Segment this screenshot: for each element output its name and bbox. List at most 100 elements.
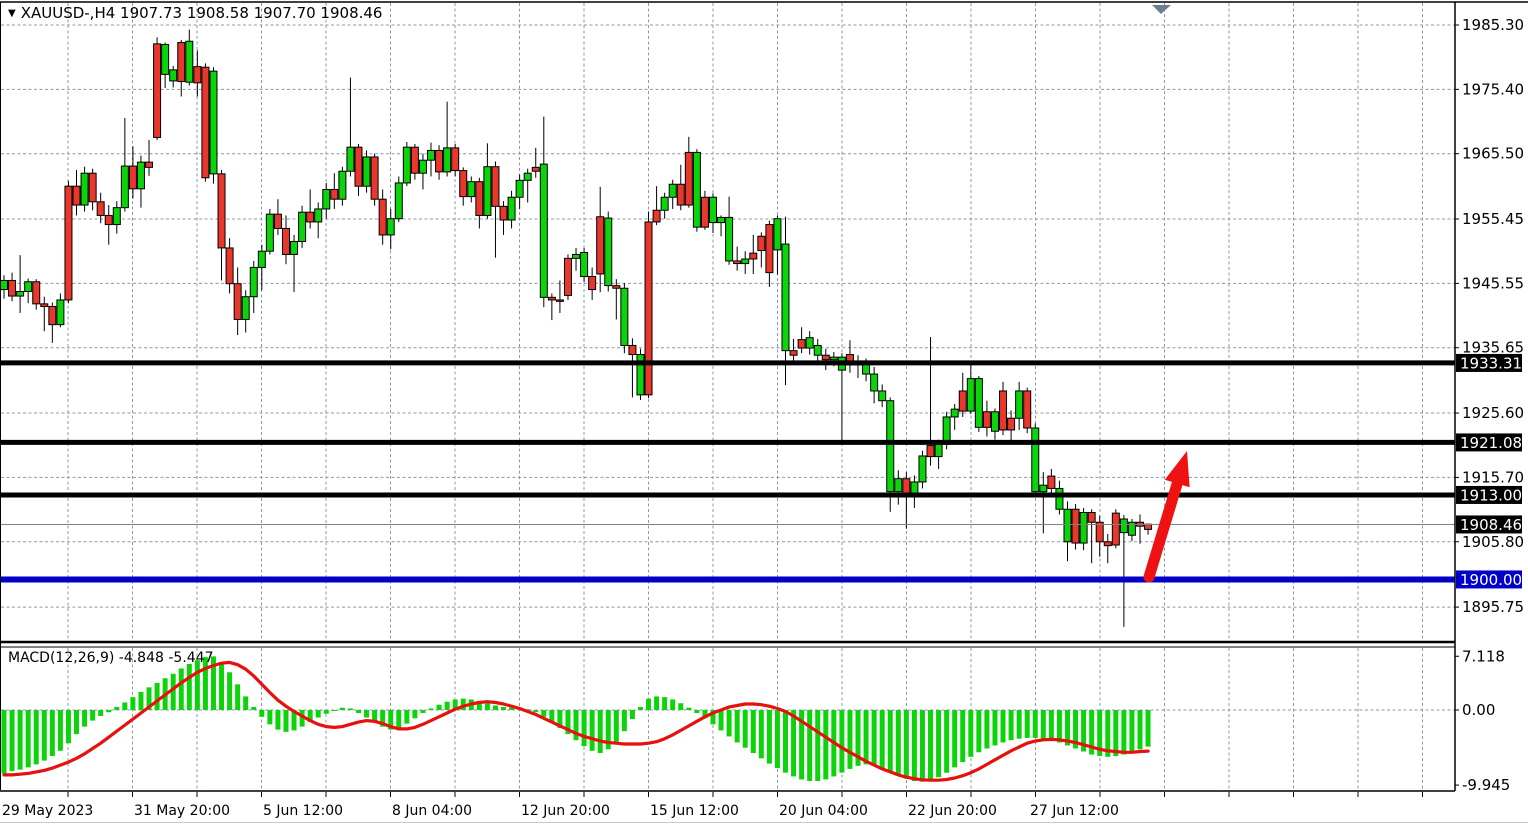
candle-body [330, 188, 339, 200]
macd-histogram-bar [1064, 710, 1070, 746]
candle-body [467, 181, 476, 198]
macd-histogram-bar [1113, 710, 1119, 757]
candle-body [652, 209, 661, 223]
macd-histogram-bar [275, 710, 281, 730]
candle-body [958, 390, 967, 412]
macd-histogram-bar [960, 710, 966, 763]
macd-histogram-bar [944, 710, 950, 773]
macd-histogram-bar [879, 710, 885, 769]
price-axis-label: 1955.45 [1462, 210, 1524, 228]
price-axis-label: 1925.60 [1462, 404, 1524, 422]
candle-body [612, 285, 621, 289]
trend-arrow-head[interactable] [1164, 451, 1190, 488]
candle-body [918, 455, 927, 483]
candle-body [757, 235, 766, 252]
candle-body [499, 205, 508, 221]
macd-histogram-bar [484, 703, 490, 710]
chart-title: ▼ XAUUSD-,H4 1907.73 1908.58 1907.70 1908… [8, 4, 382, 22]
candle-body [547, 296, 556, 301]
macd-histogram-bar [533, 710, 539, 713]
candle-body [821, 354, 830, 361]
candle-body [370, 156, 379, 200]
macd-histogram-bar [49, 710, 55, 757]
candle-body [773, 218, 782, 251]
price-axis-label: 1895.75 [1462, 598, 1524, 616]
macd-histogram-bar [315, 710, 321, 718]
macd-histogram-bar [243, 696, 249, 710]
macd-histogram-bar [589, 710, 595, 751]
macd-histogram-bar [1097, 710, 1103, 757]
macd-histogram-bar [855, 710, 861, 766]
chart-shift-marker-icon[interactable] [1152, 5, 1171, 14]
macd-histogram-bar [380, 710, 386, 727]
candle-body [32, 281, 41, 305]
macd-histogram-bar [404, 710, 410, 724]
candle-body [894, 478, 903, 493]
candle-body [886, 400, 895, 493]
candle-body [700, 196, 709, 228]
candle-body [281, 227, 290, 255]
macd-histogram-bar [670, 699, 676, 710]
time-axis-label: 8 Jun 04:00 [392, 803, 472, 819]
candle-body [733, 260, 742, 265]
macd-histogram-bar [613, 710, 619, 742]
macd-histogram-bar [581, 710, 587, 747]
macd-histogram-bar [33, 710, 39, 765]
macd-histogram-bar [82, 710, 88, 727]
candle-body [185, 40, 194, 83]
candle-body [717, 216, 726, 224]
macd-histogram-bar [799, 710, 805, 780]
macd-histogram-bar [710, 710, 716, 725]
candle-body [24, 281, 33, 292]
macd-histogram-bar [235, 684, 241, 710]
macd-axis-label: 7.118 [1462, 647, 1505, 665]
price-badge [1456, 515, 1522, 534]
macd-histogram-bar [646, 698, 652, 710]
candle-body [596, 216, 605, 275]
macd-histogram-bar [194, 660, 200, 710]
candle-body [153, 43, 162, 138]
macd-histogram-bar [130, 697, 136, 710]
candle-body [209, 70, 218, 175]
candle-body [797, 339, 806, 349]
macd-histogram-bar [565, 710, 571, 735]
macd-histogram-bar [847, 710, 853, 769]
macd-histogram-bar [702, 710, 708, 719]
macd-histogram-bar [1145, 710, 1151, 747]
candle-body [72, 185, 81, 206]
candle-body [934, 443, 943, 458]
price-axis-label: 1945.55 [1462, 274, 1524, 292]
macd-histogram-bar [251, 706, 257, 710]
macd-histogram-bar [976, 710, 982, 753]
macd-histogram-bar [210, 656, 216, 710]
candle-body [128, 165, 137, 190]
macd-histogram-bar [299, 710, 305, 727]
candle-body [104, 214, 113, 226]
candle-body [1103, 541, 1112, 547]
candle-body [1095, 521, 1104, 543]
macd-histogram-bar [734, 710, 740, 743]
candle-body [507, 196, 516, 221]
candle-body [620, 287, 629, 346]
macd-histogram-bar [597, 710, 603, 754]
macd-histogram-bar [1081, 710, 1087, 752]
candle-body [427, 149, 436, 161]
macd-histogram-bar [525, 709, 531, 711]
candle-body [966, 378, 975, 412]
price-axis-label: 1975.40 [1462, 80, 1524, 98]
trend-arrow-shaft[interactable] [1143, 472, 1185, 583]
macd-histogram-bar [952, 710, 958, 768]
time-axis-label: 5 Jun 12:00 [263, 803, 343, 819]
price-badge-label: 1913.00 [1460, 486, 1522, 504]
candle-body [1047, 475, 1056, 489]
macd-histogram-bar [557, 710, 563, 729]
price-badge [1456, 353, 1522, 372]
candle-body [290, 240, 299, 255]
macd-histogram-bar [758, 710, 764, 759]
macd-histogram-bar [106, 710, 112, 713]
candle-body [1063, 508, 1072, 543]
candle-body [56, 299, 65, 326]
candle-body [322, 188, 331, 210]
macd-histogram-bar [774, 710, 780, 769]
